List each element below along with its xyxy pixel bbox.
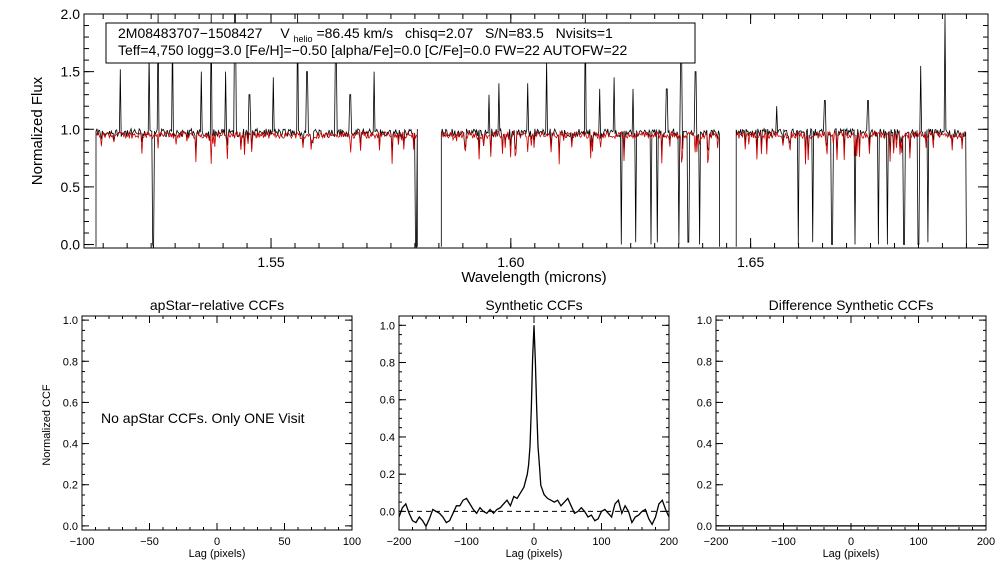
synthetic-ccf-title: Synthetic CCFs	[485, 297, 582, 313]
apstar-ytick-label: 0.6	[63, 397, 78, 409]
difference-xtick-label: −200	[704, 536, 729, 548]
vhelio-value: =86.45 km/s	[316, 25, 393, 41]
difference-ccf-panel: Difference Synthetic CCFs −200 −100 0 100 20…	[697, 297, 995, 560]
synthetic-ytick-label: 0.2	[380, 469, 395, 481]
synthetic-ytick-label: 1.0	[380, 320, 395, 332]
apstar-xtick-label: 50	[278, 536, 290, 548]
no-ccf-message: No apStar CCFs. Only ONE Visit	[101, 410, 305, 426]
model-spectrum-line-chip-3	[735, 130, 966, 165]
spectrum-xlabel: Wavelength (microns)	[461, 269, 606, 286]
spectrum-ytick-label: 1.5	[61, 64, 81, 80]
spectrum-ytick-label: 0.0	[61, 237, 81, 253]
spectrum-xtick-label: 1.55	[257, 254, 284, 270]
difference-plot-frame	[715, 315, 987, 531]
difference-xtick-label: 100	[909, 536, 927, 548]
observed-spectrum-line-chip-1	[95, 13, 418, 249]
synthetic-ticks: −200 −100 0 100 200 0.0 0.2 0.4 0.6 0.8 1.0	[380, 316, 678, 548]
spectrum-xtick-label: 1.65	[737, 254, 764, 270]
difference-ytick-label: 0.6	[697, 397, 712, 409]
spectrum-ticks: 1.55 1.60 1.65 0.0 0.5 1.0 1.5 2.0	[61, 6, 988, 270]
observed-spectrum-line-chip-2	[440, 13, 720, 247]
difference-ytick-label: 0.4	[697, 439, 712, 451]
synthetic-ccf-panel: Synthetic CCFs −200 −100 0 100 200 0.0 0.2 0.4 0…	[380, 297, 678, 560]
synthetic-ytick-label: 0.6	[380, 395, 395, 407]
synthetic-ytick-label: 0.0	[380, 506, 395, 518]
apstar-ytick-label: 0.0	[63, 521, 78, 533]
difference-ticks: −200 −100 0 100 200 0.0 0.2 0.4 0.6 0.8 1.0	[697, 315, 995, 548]
model-spectrum-line-chip-2	[440, 130, 720, 165]
apstar-ytick-label: 0.2	[63, 480, 78, 492]
difference-ytick-label: 0.0	[697, 521, 712, 533]
spectrum-ytick-label: 2.0	[61, 6, 81, 22]
apstar-ccf-title: apStar−relative CCFs	[150, 297, 284, 313]
difference-ytick-label: 0.8	[697, 356, 712, 368]
apstar-ticks: −100 −50 0 50 100 0.0 0.2 0.4 0.6 0.8 1.0	[63, 315, 361, 548]
synthetic-xtick-label: 200	[660, 536, 678, 548]
observed-spectrum-line-chip-3	[735, 13, 967, 247]
spectrum-ytick-label: 1.0	[61, 121, 81, 137]
nvisits-value: Nvisits=1	[556, 25, 613, 41]
difference-ytick-label: 0.2	[697, 480, 712, 492]
snr-value: S/N=83.5	[485, 25, 544, 41]
apstar-ccf-panel: apStar−relative CCFs −100 −50 0 50 100 0.0 0.2…	[41, 297, 361, 560]
spectrum-plot-frame	[83, 13, 989, 249]
info-line-2: Teff=4,750 logg=3.0 [Fe/H]=−0.50 [alpha/…	[118, 42, 627, 58]
apstar-xtick-label: −50	[140, 536, 159, 548]
synthetic-ytick-label: 0.8	[380, 358, 395, 370]
apstar-ytick-label: 1.0	[63, 315, 78, 327]
apstar-ytick-label: 0.4	[63, 439, 78, 451]
spectrum-ytick-label: 0.5	[61, 179, 81, 195]
spectrum-panel: 1.55 1.60 1.65 0.0 0.5 1.0 1.5 2.0 Normalized F…	[29, 6, 989, 286]
apstar-ytick-label: 0.8	[63, 356, 78, 368]
apstar-xtick-label: 0	[214, 536, 220, 548]
apstar-xtick-label: 100	[343, 536, 361, 548]
synthetic-series-layer	[398, 325, 670, 528]
synthetic-ytick-label: 0.4	[380, 432, 395, 444]
difference-xlabel: Lag (pixels)	[823, 548, 880, 560]
object-id: 2M08483707−1508427	[118, 25, 263, 41]
model-spectrum-line-chip-1	[95, 130, 418, 164]
spectrum-ylabel: Normalized Flux	[29, 76, 46, 185]
info-box-border	[105, 22, 696, 64]
apstar-xtick-label: −100	[70, 536, 95, 548]
difference-xtick-label: −100	[771, 536, 796, 548]
synthetic-ccf-line	[398, 325, 670, 528]
apstar-xlabel: Lag (pixels)	[189, 548, 246, 560]
synthetic-xlabel: Lag (pixels)	[506, 548, 563, 560]
synthetic-xtick-label: −100	[454, 536, 479, 548]
difference-ytick-label: 1.0	[697, 315, 712, 327]
info-line-1: 2M08483707−1508427 V helio =86.45 km/s c…	[118, 25, 613, 45]
synthetic-xtick-label: 100	[592, 536, 610, 548]
vhelio-symbol: V	[280, 25, 290, 41]
spectrum-series-layer	[95, 13, 967, 249]
difference-ccf-title: Difference Synthetic CCFs	[769, 297, 934, 313]
difference-xtick-label: 0	[848, 536, 854, 548]
difference-xtick-label: 200	[977, 536, 995, 548]
synthetic-xtick-label: −200	[387, 536, 412, 548]
spectrum-xtick-label: 1.60	[497, 254, 524, 270]
synthetic-xtick-label: 0	[531, 536, 537, 548]
vhelio-subscript: helio	[294, 34, 313, 44]
synthetic-plot-frame	[398, 315, 670, 531]
star-info-box: 2M08483707−1508427 V helio =86.45 km/s c…	[105, 22, 696, 64]
apstar-ylabel: Normalized CCF	[41, 384, 53, 466]
chisq-value: chisq=2.07	[405, 25, 473, 41]
